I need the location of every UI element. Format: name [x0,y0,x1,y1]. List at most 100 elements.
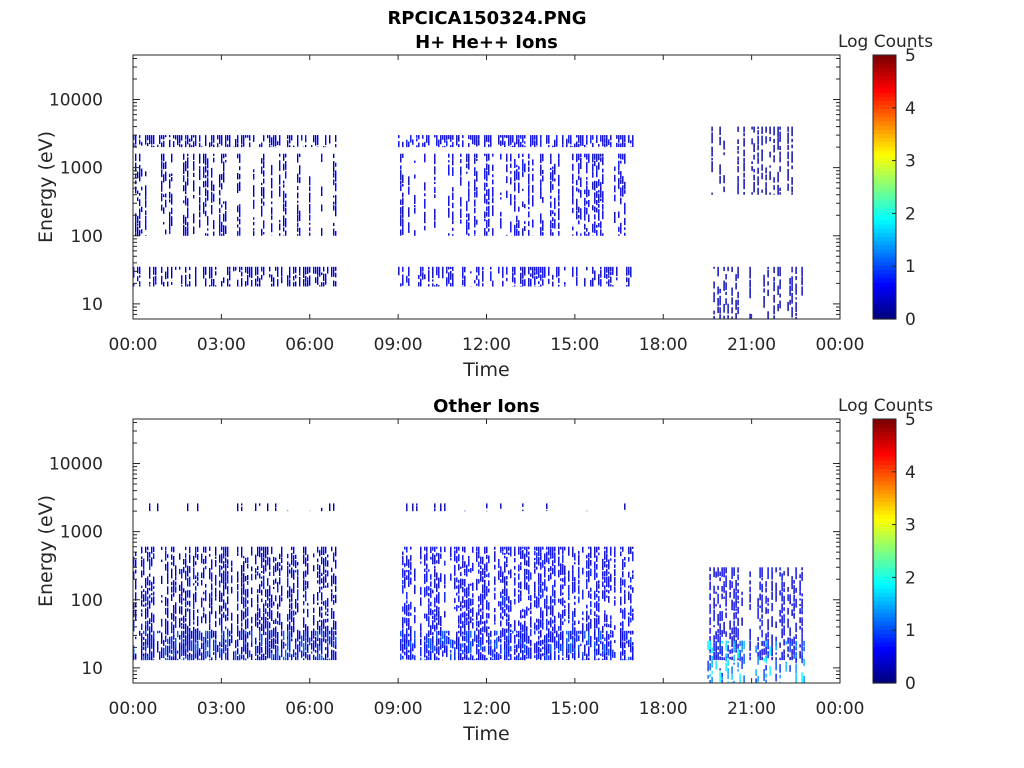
spectrogram-cell [578,620,580,624]
colorbar-segment [873,579,896,585]
spectrogram-cell [195,546,197,558]
spectrogram-cell [586,139,588,145]
spectrogram-cell [215,574,217,586]
spectrogram-cell [321,204,323,212]
spectrogram-cell [578,585,580,594]
spectrogram-cell [153,145,155,148]
spectrogram-cell [602,641,604,651]
spectrogram-cell [149,587,151,591]
spectrogram-cell [478,595,480,602]
spectrogram-cell [767,651,769,659]
spectrogram-cell [426,633,428,644]
spectrogram-cell [504,576,506,586]
spectrogram-cell [472,135,474,145]
spectrogram-cell [494,576,496,585]
spectrogram-cell [713,266,715,269]
spectrogram-cell [133,142,135,148]
colorbar-segment [873,476,896,482]
spectrogram-cell [289,598,291,603]
spectrogram-cell [741,597,743,606]
spectrogram-cell [544,650,546,654]
spectrogram-cell [255,645,257,656]
spectrogram-cell [335,231,337,236]
spectrogram-cell [739,679,741,683]
spectrogram-cell [432,620,434,629]
spectrogram-cell [572,153,574,161]
spectrogram-cell [424,546,426,551]
spectrogram-cell [791,165,793,170]
spectrogram-cell [139,199,141,206]
spectrogram-cell [145,608,147,620]
spectrogram-cell [538,630,540,634]
spectrogram-cell [147,551,149,562]
spectrogram-cell [273,620,275,625]
spectrogram-cell [135,232,137,236]
spectrogram-cell [205,175,207,179]
spectrogram-cell [187,503,189,512]
spectrogram-cell [614,558,616,563]
spectrogram-cell [522,509,524,512]
spectrogram-cell [203,266,205,279]
spectrogram-cell [287,652,289,661]
spectrogram-cell [526,630,528,633]
spectrogram-cell [452,266,454,271]
x-tick-label: 21:00 [727,699,776,719]
spectrogram-cell [251,573,253,581]
spectrogram-cell [506,164,508,173]
spectrogram-cell [153,586,155,589]
spectrogram-cell [522,633,524,637]
spectrogram-cell [542,266,544,279]
spectrogram-cell [568,620,570,624]
spectrogram-cell [179,568,181,575]
spectrogram-cell [243,573,245,583]
spectrogram-cell [149,643,151,653]
spectrogram-cell [610,630,612,633]
spectrogram-cell [717,585,719,590]
spectrogram-cell [440,573,442,582]
spectrogram-cell [552,217,554,222]
spectrogram-cell [241,506,243,512]
spectrogram-cell [219,135,221,144]
spectrogram-cell [229,284,231,287]
spectrogram-cell [203,153,205,164]
spectrogram-cell [598,658,600,661]
spectrogram-cell [229,638,231,646]
spectrogram-cell [558,153,560,159]
spectrogram-cell [245,642,247,645]
spectrogram-cell [245,644,247,655]
spectrogram-cell [574,143,576,148]
spectrogram-cell [508,622,510,633]
spectrogram-cell [496,630,498,636]
spectrogram-cell [448,160,450,163]
spectrogram-cell [795,317,797,319]
spectrogram-cell [209,593,211,603]
spectrogram-cell [269,622,271,629]
spectrogram-cell [227,559,229,565]
colorbar-segment [873,435,896,441]
spectrogram-cell [219,644,221,647]
spectrogram-cell [534,655,536,658]
spectrogram-cell [610,141,612,148]
spectrogram-cell [468,569,470,572]
spectrogram-cell [205,643,207,651]
spectrogram-cell [572,207,574,214]
spectrogram-cell [313,135,315,143]
spectrogram-cell [606,589,608,593]
spectrogram-cell [237,153,239,159]
spectrogram-cell [245,597,247,608]
colorbar-segment [873,174,896,180]
spectrogram-cell [215,630,217,634]
spectrogram-cell [620,596,622,606]
spectrogram-cell [624,630,626,639]
spectrogram-cell [442,146,444,148]
spectrogram-cell [309,654,311,661]
spectrogram-cell [466,219,468,224]
spectrogram-cell [757,145,759,151]
spectrogram-cell [528,278,530,287]
spectrogram-cell [165,627,167,631]
spectrogram-cell [139,630,141,636]
spectrogram-cell [145,621,147,625]
spectrogram-cell [554,197,556,210]
spectrogram-cell [261,182,263,186]
spectrogram-cell [175,620,177,628]
